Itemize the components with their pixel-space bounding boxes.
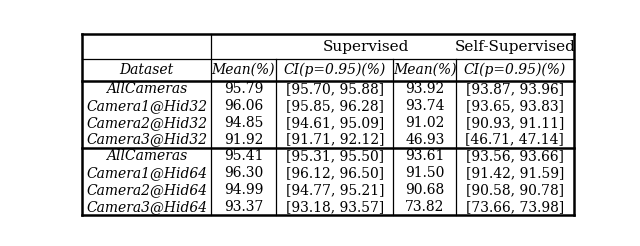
Text: [93.18, 93.57]: [93.18, 93.57] xyxy=(285,200,384,214)
Text: 93.74: 93.74 xyxy=(405,99,445,113)
Text: [95.31, 95.50]: [95.31, 95.50] xyxy=(285,149,384,163)
Text: Supervised: Supervised xyxy=(323,40,410,54)
Text: CI(p=0.95)(%): CI(p=0.95)(%) xyxy=(284,62,386,77)
Text: Camera2@Hid64: Camera2@Hid64 xyxy=(86,183,207,197)
Text: CI(p=0.95)(%): CI(p=0.95)(%) xyxy=(464,62,566,77)
Text: 95.41: 95.41 xyxy=(224,149,263,163)
Text: Self-Supervised: Self-Supervised xyxy=(454,40,575,54)
Text: 93.61: 93.61 xyxy=(405,149,445,163)
Text: Camera1@Hid64: Camera1@Hid64 xyxy=(86,166,207,180)
Text: Dataset: Dataset xyxy=(120,63,173,77)
Text: 91.50: 91.50 xyxy=(405,166,445,180)
Text: [96.12, 96.50]: [96.12, 96.50] xyxy=(285,166,384,180)
Text: AllCameras: AllCameras xyxy=(106,82,188,96)
Text: 94.85: 94.85 xyxy=(224,116,263,130)
Text: Camera1@Hid32: Camera1@Hid32 xyxy=(86,99,207,113)
Text: [90.93, 91.11]: [90.93, 91.11] xyxy=(466,116,564,130)
Text: 91.92: 91.92 xyxy=(224,133,263,147)
Text: [93.65, 93.83]: [93.65, 93.83] xyxy=(466,99,564,113)
Text: [91.42, 91.59]: [91.42, 91.59] xyxy=(466,166,564,180)
Text: [94.77, 95.21]: [94.77, 95.21] xyxy=(285,183,384,197)
Text: Camera2@Hid32: Camera2@Hid32 xyxy=(86,116,207,130)
Text: [73.66, 73.98]: [73.66, 73.98] xyxy=(466,200,564,214)
Text: Camera3@Hid32: Camera3@Hid32 xyxy=(86,133,207,147)
Text: Mean(%): Mean(%) xyxy=(393,63,456,77)
Text: 90.68: 90.68 xyxy=(405,183,444,197)
Text: 94.99: 94.99 xyxy=(224,183,263,197)
Text: Mean(%): Mean(%) xyxy=(212,63,275,77)
Text: [93.56, 93.66]: [93.56, 93.66] xyxy=(466,149,564,163)
Text: 95.79: 95.79 xyxy=(224,82,263,96)
Text: 73.82: 73.82 xyxy=(405,200,445,214)
Text: [46.71, 47.14]: [46.71, 47.14] xyxy=(465,133,564,147)
Text: [90.58, 90.78]: [90.58, 90.78] xyxy=(466,183,564,197)
Text: [95.70, 95.88]: [95.70, 95.88] xyxy=(285,82,384,96)
Text: [95.85, 96.28]: [95.85, 96.28] xyxy=(286,99,384,113)
Text: 93.92: 93.92 xyxy=(405,82,444,96)
Text: 93.37: 93.37 xyxy=(224,200,263,214)
Text: [91.71, 92.12]: [91.71, 92.12] xyxy=(285,133,384,147)
Text: 46.93: 46.93 xyxy=(405,133,445,147)
Text: AllCameras: AllCameras xyxy=(106,149,188,163)
Text: [93.87, 93.96]: [93.87, 93.96] xyxy=(466,82,564,96)
Text: Camera3@Hid64: Camera3@Hid64 xyxy=(86,200,207,214)
Text: 96.30: 96.30 xyxy=(224,166,263,180)
Text: [94.61, 95.09]: [94.61, 95.09] xyxy=(285,116,384,130)
Text: 91.02: 91.02 xyxy=(405,116,445,130)
Text: 96.06: 96.06 xyxy=(224,99,263,113)
